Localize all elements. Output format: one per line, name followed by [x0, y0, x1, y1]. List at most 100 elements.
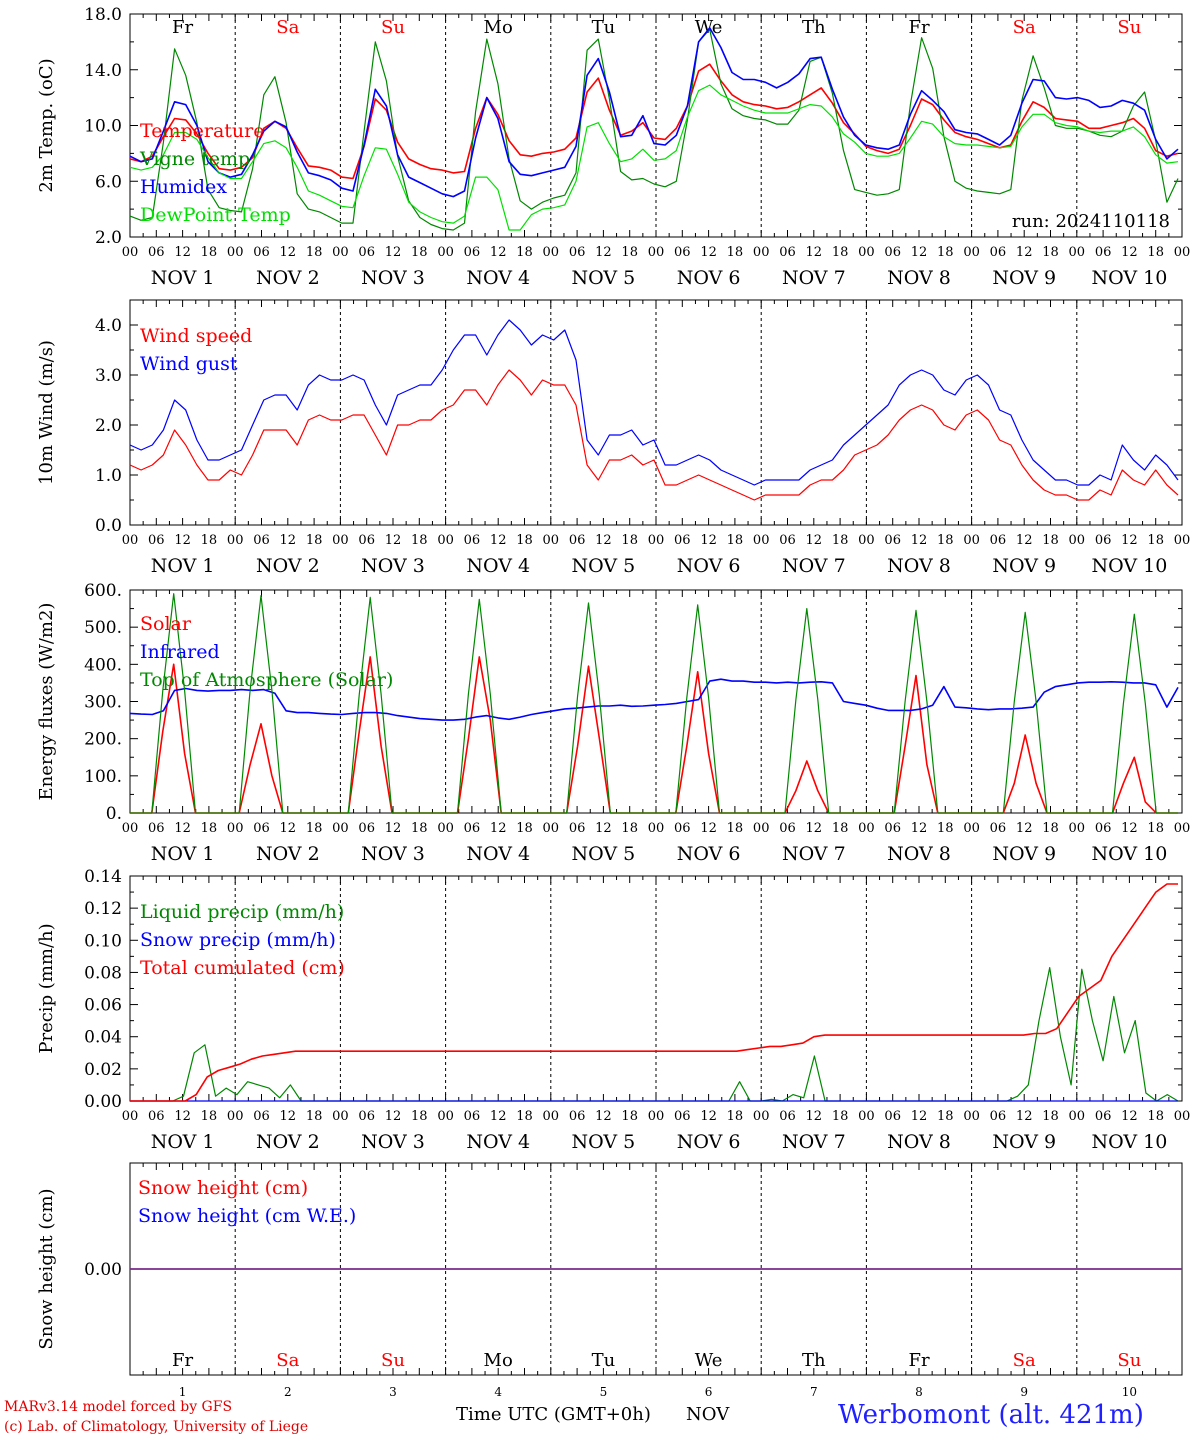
series-line-wind-gust: [129, 319, 1179, 486]
date-label: NOV 2: [256, 843, 320, 865]
hour-tick-label: 00: [753, 245, 770, 260]
hour-tick-label: 06: [253, 533, 270, 548]
legend-entry: Snow height (cm): [138, 1177, 308, 1199]
date-label: NOV 3: [361, 843, 425, 865]
snow-panel: 0.00 Snow height (cm) Fr Sa Su Mo Tu We Th Fr Sa Su…: [36, 1162, 1183, 1399]
hour-tick-label: 06: [1095, 1109, 1112, 1124]
y-tick-label: 0.04: [84, 1028, 122, 1048]
hour-tick-label: 06: [990, 533, 1007, 548]
hour-tick-label: 06: [779, 1109, 796, 1124]
date-label: NOV 9: [992, 1131, 1056, 1153]
y-tick-label: 200.: [84, 730, 122, 750]
hour-tick-label: 12: [700, 245, 717, 260]
hour-tick-label: 00: [648, 821, 665, 836]
hour-tick-label: 12: [700, 533, 717, 548]
date-label: NOV 6: [677, 555, 741, 577]
hour-tick-label: 00: [437, 245, 454, 260]
day-name-label: Sa: [1013, 17, 1036, 38]
hour-tick-label: 00: [648, 1109, 665, 1124]
hour-tick-label: 12: [280, 533, 297, 548]
date-label: NOV 8: [887, 267, 951, 289]
hour-tick-label: 12: [385, 1109, 402, 1124]
x-axis-title: Time UTC (GMT+0h): [456, 1404, 651, 1425]
date-label: NOV 8: [887, 843, 951, 865]
hour-tick-label: 18: [832, 533, 849, 548]
hour-tick-label: 00: [227, 821, 244, 836]
y-tick-label: 100.: [84, 767, 122, 787]
hour-tick-label: 06: [358, 1109, 375, 1124]
hour-tick-label: 12: [1121, 245, 1138, 260]
y-axis-label: 10m Wind (m/s): [36, 340, 57, 485]
date-label: NOV 5: [572, 555, 636, 577]
hour-tick-label: 06: [884, 821, 901, 836]
hour-tick-label: 12: [174, 821, 191, 836]
hour-tick-label: 18: [832, 1109, 849, 1124]
day-name-label: Su: [381, 17, 405, 38]
hour-tick-label: 06: [253, 245, 270, 260]
hour-tick-label: 00: [437, 1109, 454, 1124]
day-number-label: 9: [1020, 1385, 1028, 1399]
date-label: NOV 3: [361, 1131, 425, 1153]
day-name-label: Fr: [172, 1350, 193, 1371]
wind-panel: 0.0 1.0 2.0 3.0 4.0 10m Wind (m/s) 00 06 12 18 00 0…: [36, 299, 1191, 577]
date-label: NOV 9: [992, 555, 1056, 577]
hour-tick-label: 12: [700, 1109, 717, 1124]
legend-entry: Wind speed: [140, 325, 252, 347]
y-tick-label: 18.0: [84, 5, 122, 25]
date-label: NOV 3: [361, 555, 425, 577]
hour-tick-label: 12: [280, 245, 297, 260]
legend-entry: Snow height (cm W.E.): [138, 1205, 356, 1227]
hour-tick-label: 00: [122, 245, 139, 260]
date-label: NOV 9: [992, 267, 1056, 289]
legend-entry: Wind gust: [140, 353, 238, 375]
y-tick-label: 0.12: [84, 899, 122, 919]
energy-panel: 0. 100. 200. 300. 400. 500. 600. Energy fluxes …: [36, 581, 1190, 865]
hour-tick-label: 12: [385, 533, 402, 548]
hour-tick-label: 00: [963, 245, 980, 260]
hour-tick-label: 18: [832, 821, 849, 836]
hour-tick-label: 00: [437, 533, 454, 548]
day-number-label: 10: [1122, 1385, 1137, 1399]
day-name-label: Mo: [484, 1350, 513, 1371]
hour-tick-label: 06: [253, 821, 270, 836]
date-label: NOV 7: [782, 555, 846, 577]
day-name-label: Su: [381, 1350, 405, 1371]
hour-tick-label: 18: [411, 245, 428, 260]
y-tick-label: 10.0: [84, 117, 122, 137]
hour-tick-label: 00: [1174, 533, 1191, 548]
hour-tick-label: 00: [227, 1109, 244, 1124]
hour-tick-label: 18: [516, 821, 533, 836]
series-line-total-cumulated-cm-: [130, 883, 1178, 1102]
hour-tick-label: 12: [490, 533, 507, 548]
x-axis-month: NOV: [686, 1404, 730, 1425]
hour-tick-label: 06: [148, 1109, 165, 1124]
hour-tick-label: 06: [1095, 533, 1112, 548]
y-tick-label: 0.06: [84, 996, 122, 1016]
hour-tick-label: 12: [806, 821, 823, 836]
legend-entry: Total cumulated (cm): [140, 957, 345, 979]
hour-tick-label: 06: [674, 821, 691, 836]
legend-entry: Solar: [140, 613, 192, 635]
hour-tick-label: 00: [858, 533, 875, 548]
hour-tick-label: 06: [884, 533, 901, 548]
y-tick-label: 600.: [84, 581, 122, 601]
date-label: NOV 6: [677, 843, 741, 865]
day-name-label: Sa: [276, 1350, 299, 1371]
date-label: NOV 10: [1091, 267, 1167, 289]
day-name-label: Tu: [592, 17, 616, 38]
day-name-label: Sa: [1013, 1350, 1036, 1371]
hour-tick-label: 12: [911, 1109, 928, 1124]
hour-tick-label: 18: [727, 821, 744, 836]
date-label: NOV 6: [677, 267, 741, 289]
date-label: NOV 10: [1091, 555, 1167, 577]
series-line-wind-speed: [129, 369, 1179, 501]
hour-tick-label: 12: [1121, 533, 1138, 548]
day-number-label: 4: [494, 1385, 502, 1399]
date-label: NOV 3: [361, 267, 425, 289]
hour-tick-label: 06: [464, 245, 481, 260]
hour-tick-label: 18: [1042, 1109, 1059, 1124]
y-tick-label: 0.00: [84, 1260, 122, 1280]
hour-tick-label: 00: [648, 245, 665, 260]
date-label: NOV 4: [466, 1131, 530, 1153]
